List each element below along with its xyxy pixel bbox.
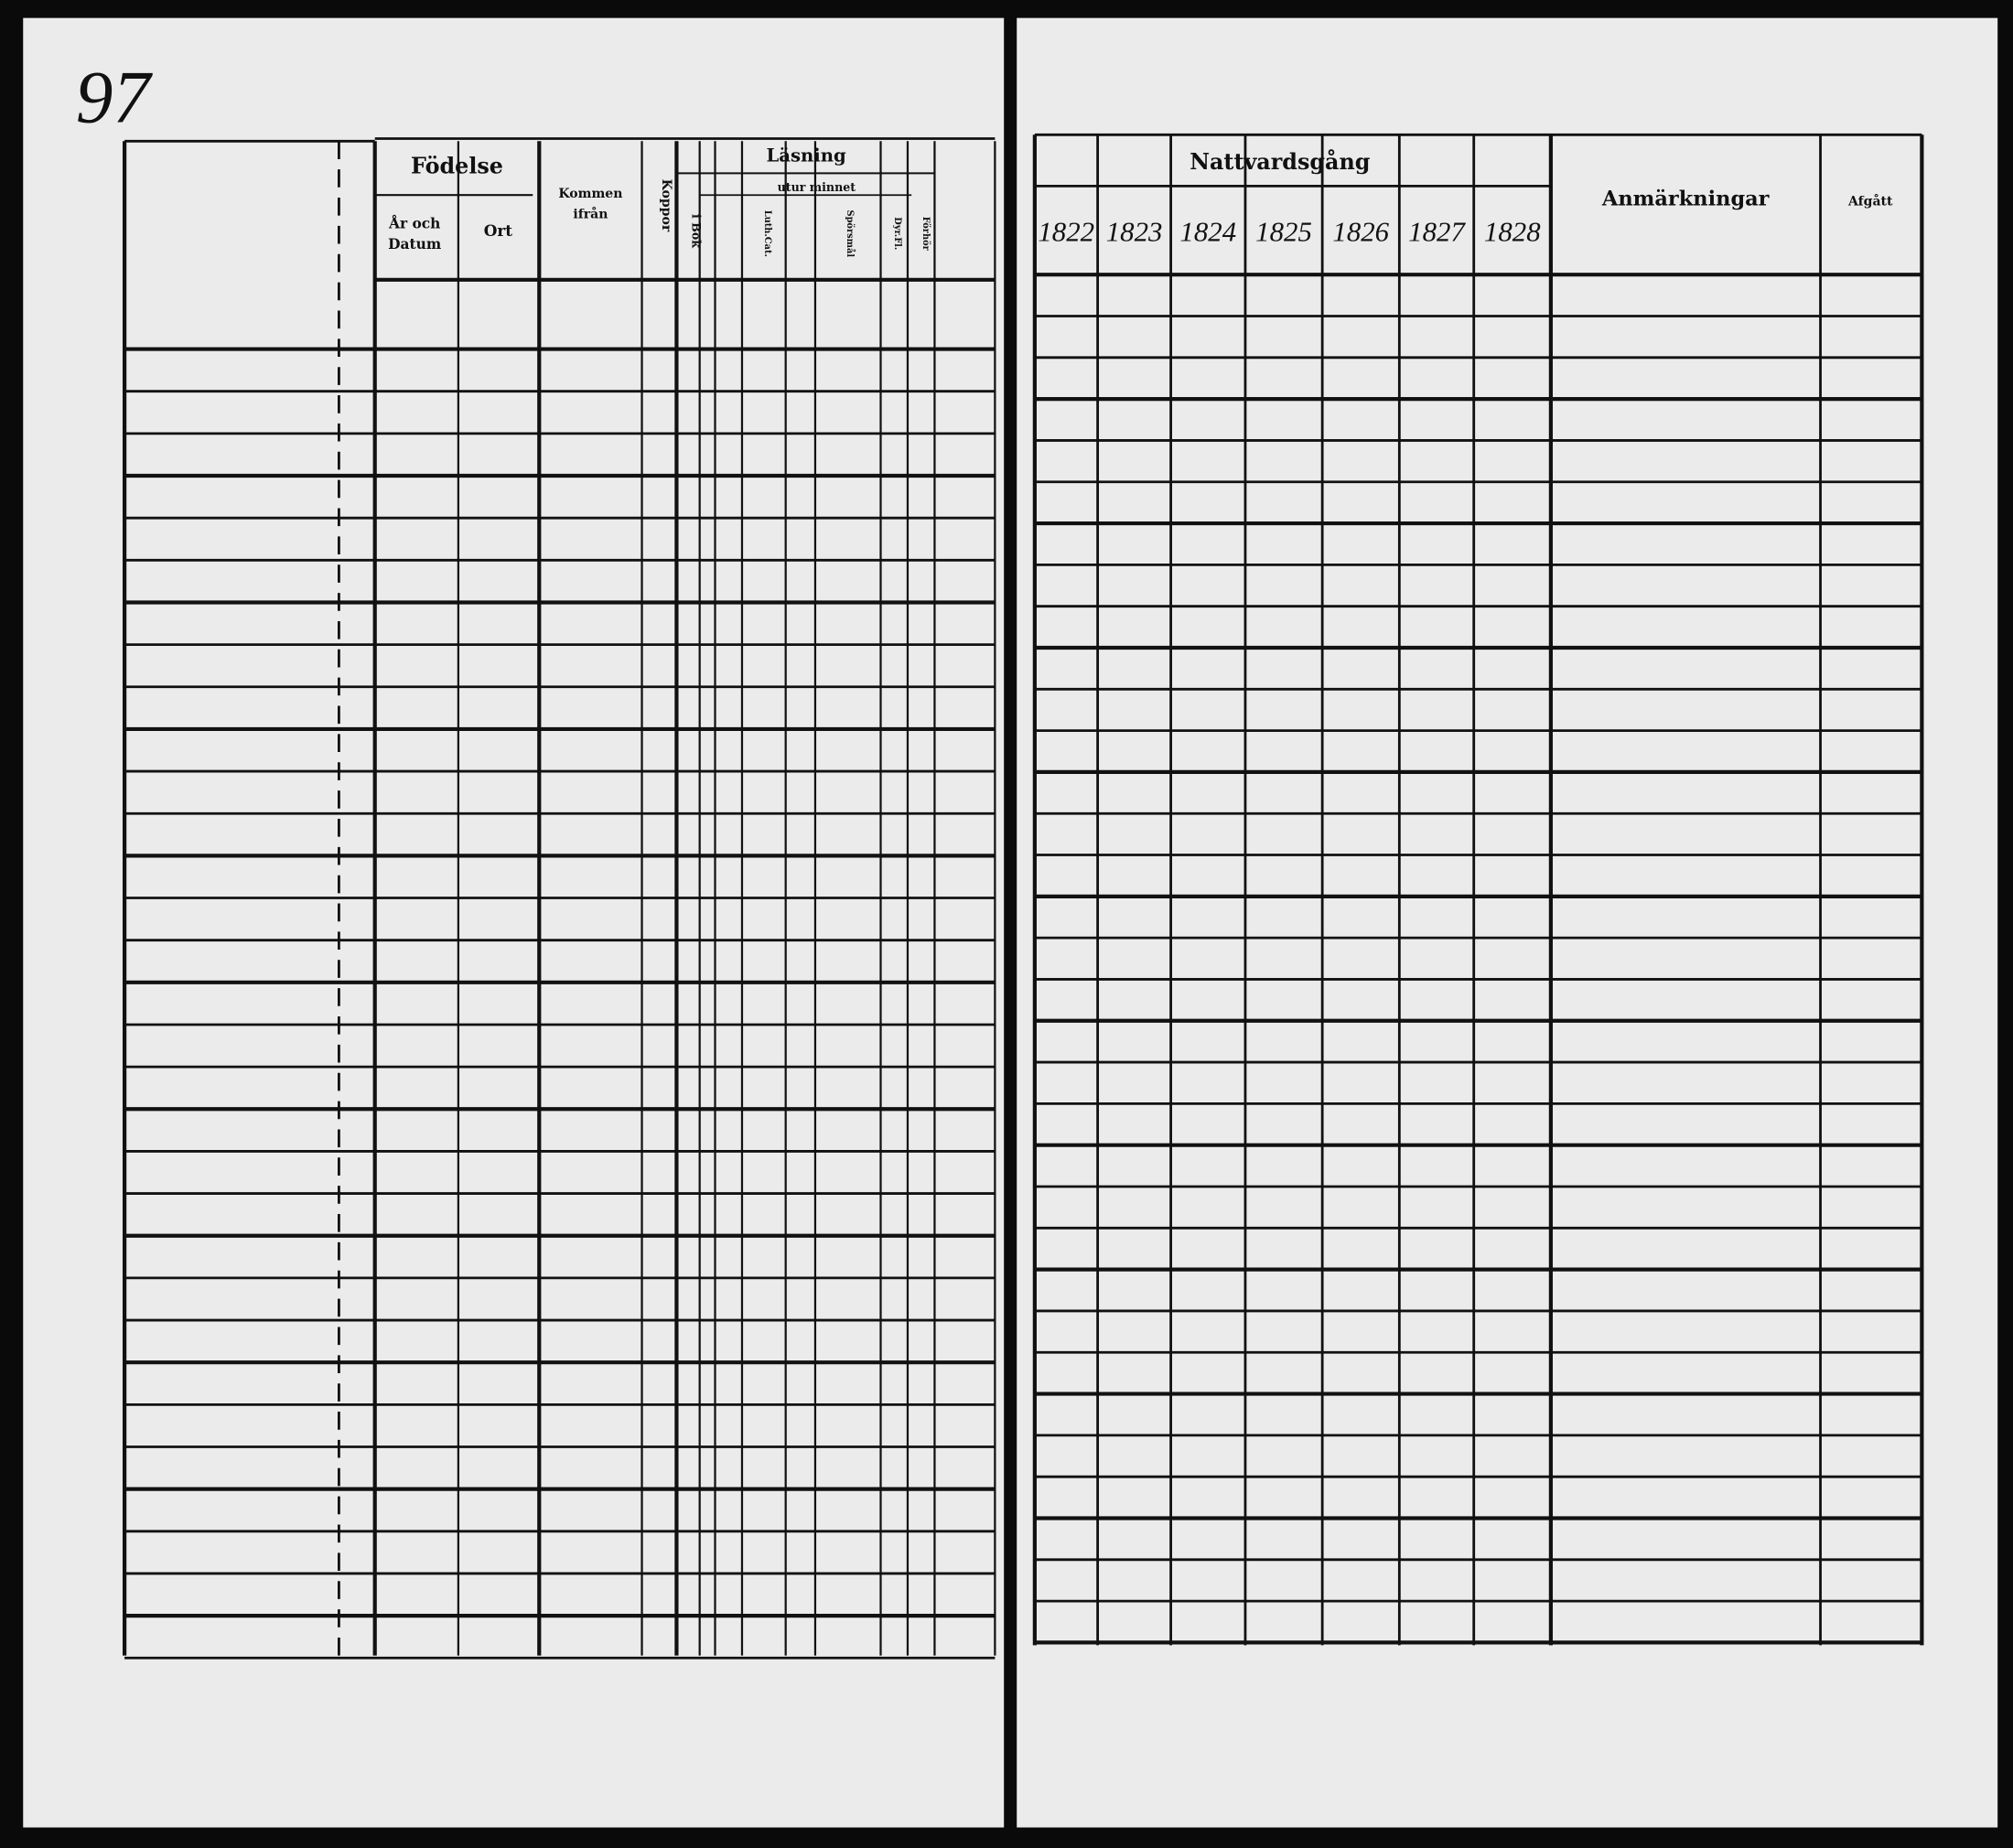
year-header: 1828	[1484, 217, 1541, 248]
right-page	[1017, 17, 1998, 1828]
header: Kommen	[558, 187, 622, 201]
header: Koppor	[659, 179, 673, 232]
year-header: 1826	[1332, 217, 1389, 248]
page-number: 97	[76, 55, 154, 138]
header: År och	[388, 216, 440, 232]
header: Nattvardsgång	[1190, 149, 1371, 175]
left-page	[23, 17, 1005, 1828]
header: Spörsmål	[845, 210, 856, 257]
year-header: 1825	[1255, 217, 1312, 248]
header: Anmärkningar	[1601, 187, 1771, 210]
header: Förhör	[920, 217, 931, 252]
header: Födelse	[411, 153, 503, 178]
year-header: 1824	[1179, 217, 1236, 248]
header: Datum	[388, 236, 441, 252]
header: Dyr.Fl.	[892, 217, 902, 250]
year-header: 1827	[1408, 217, 1466, 248]
header: Luth.Cat.	[762, 210, 772, 257]
year-header: 1822	[1038, 217, 1094, 248]
header: Ort	[484, 221, 513, 240]
header: i Bok	[689, 214, 703, 248]
header: Afgått	[1847, 192, 1893, 209]
header: utur minnet	[778, 180, 856, 194]
header: ifrån	[573, 205, 608, 221]
header: Läsning	[766, 145, 846, 167]
year-header: 1823	[1106, 217, 1163, 248]
